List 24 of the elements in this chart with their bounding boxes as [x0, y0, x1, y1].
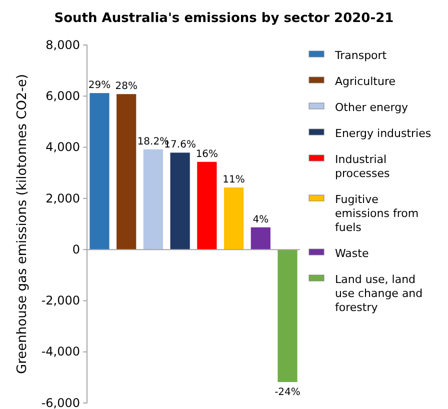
legend-label: Waste [335, 247, 369, 260]
y-tick-label: 8,000 [46, 38, 80, 52]
legend-label: Other energy [335, 101, 409, 114]
annotation: 11% [222, 174, 245, 186]
y-tick-label: 0 [72, 242, 80, 256]
legend-label: Transport [334, 49, 388, 62]
annotation: -24% [274, 387, 300, 398]
legend-label: Industrial processes [335, 153, 390, 180]
legend-label: Fugitive emissions from fuels [335, 193, 419, 234]
legend-label: Energy industries [335, 127, 432, 140]
y-axis-title: Greenhouse gas emissions (kilotonnes CO2-e) [15, 74, 30, 374]
annotation: 29% [88, 80, 111, 92]
legend-label: Land use, land use change and forestry [335, 273, 423, 314]
annotation: 28% [115, 81, 138, 92]
chart-title: South Australia's emissions by sector 2020-21 [54, 11, 394, 26]
y-tick-label: -6,000 [41, 396, 80, 409]
y-tick-label: -2,000 [41, 294, 80, 308]
y-tick-label: 2,000 [46, 191, 80, 206]
y-tick-label: 6,000 [46, 88, 80, 103]
legend-label: Agriculture [335, 75, 396, 88]
annotation: 16% [196, 148, 218, 160]
y-tick-label: 4,000 [46, 140, 80, 154]
annotation: 4% [252, 214, 269, 226]
y-tick-label: -4,000 [41, 344, 80, 359]
